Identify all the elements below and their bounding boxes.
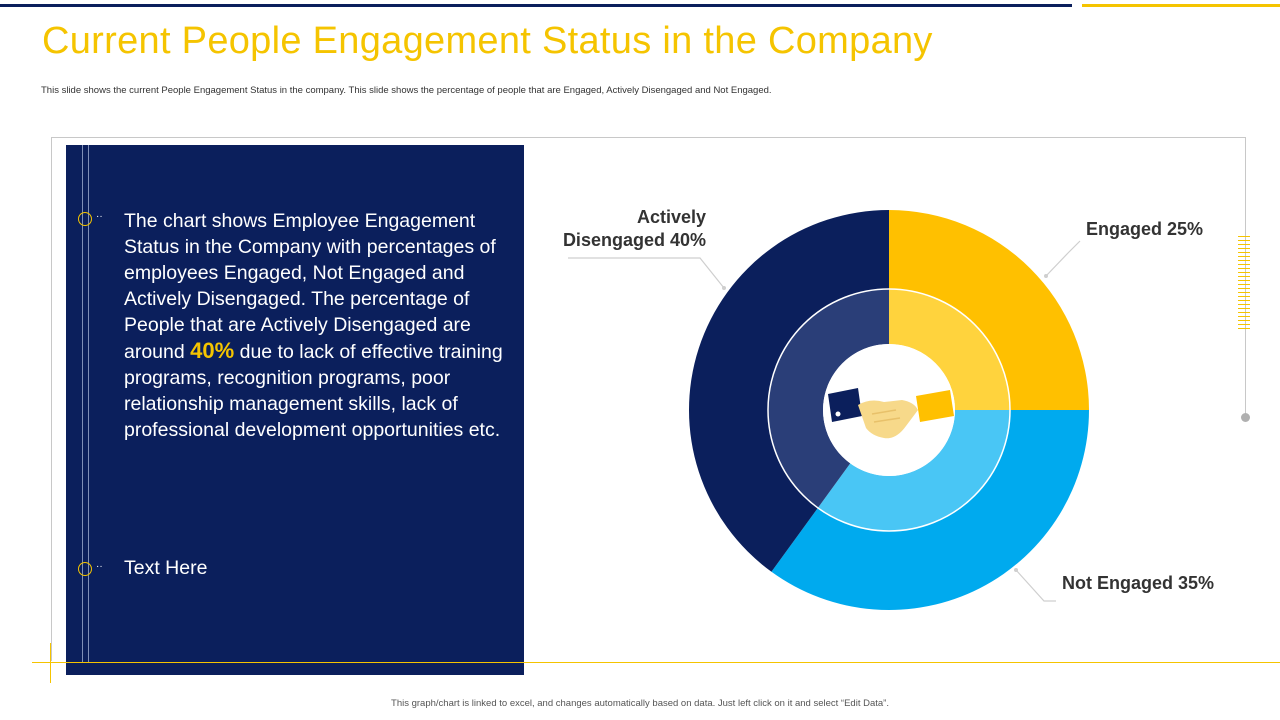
leader-arrow-icon [1014,568,1018,572]
leader-arrow-icon [1044,274,1048,278]
top-accent-bar-navy [0,4,1072,7]
data-label-line: Actively [636,207,706,227]
panel-rail-right [88,145,89,663]
handshake-icon [828,388,954,439]
frame-end-dot [1241,413,1250,422]
data-label-line: Disengaged 40% [562,230,706,250]
page-title: Current People Engagement Status in the … [42,20,933,62]
data-label-line: Engaged 25% [1086,219,1204,239]
description-text-before: The chart shows Employee Engagement Stat… [124,210,496,363]
data-label-line: Not Engaged 35% [1062,573,1215,593]
frame-top-border [51,137,1246,138]
frame-left-border [51,137,52,661]
donut-slice-inner-actively-disengaged [768,289,889,508]
label-actively-disengaged: Actively Disengaged 40% [552,206,706,252]
bullet-circle-icon [78,562,92,576]
leader-line-actively-disengaged [568,257,725,289]
description-text-after: due to lack of effective training progra… [124,341,503,441]
bullet-dots-icon: ·· [96,211,103,222]
label-engaged: Engaged 25% [1086,218,1203,241]
leader-line-not-engaged [1015,569,1056,602]
decorative-stripes [1238,236,1250,330]
donut-slice-outer-actively-disengaged [689,210,889,572]
panel-description: The chart shows Employee Engagement Stat… [124,208,506,443]
bottom-corner-mark [50,643,51,683]
label-not-engaged: Not Engaged 35% [1062,572,1214,595]
leader-line-engaged [1045,240,1081,277]
donut-slice-inner-engaged [889,289,1010,410]
bullet-dots-icon: ·· [96,561,103,572]
bullet-circle-icon [78,212,92,226]
donut-slice-inner-not-engaged [817,410,1010,531]
leader-arrow-icon [722,286,726,290]
donut-slice-outer-not-engaged [771,410,1089,610]
donut-ring-divider [767,288,1011,532]
footnote: This graph/chart is linked to excel, and… [391,698,889,709]
donut-slice-outer-engaged [889,210,1089,410]
highlight-percentage: 40% [190,338,235,363]
secondary-text: Text Here [124,557,208,579]
top-accent-bar-gold [1082,4,1280,7]
bottom-accent-line [32,662,1280,663]
description-panel [66,145,524,675]
page-subtitle: This slide shows the current People Enga… [41,85,772,96]
panel-rail-left [82,145,83,663]
